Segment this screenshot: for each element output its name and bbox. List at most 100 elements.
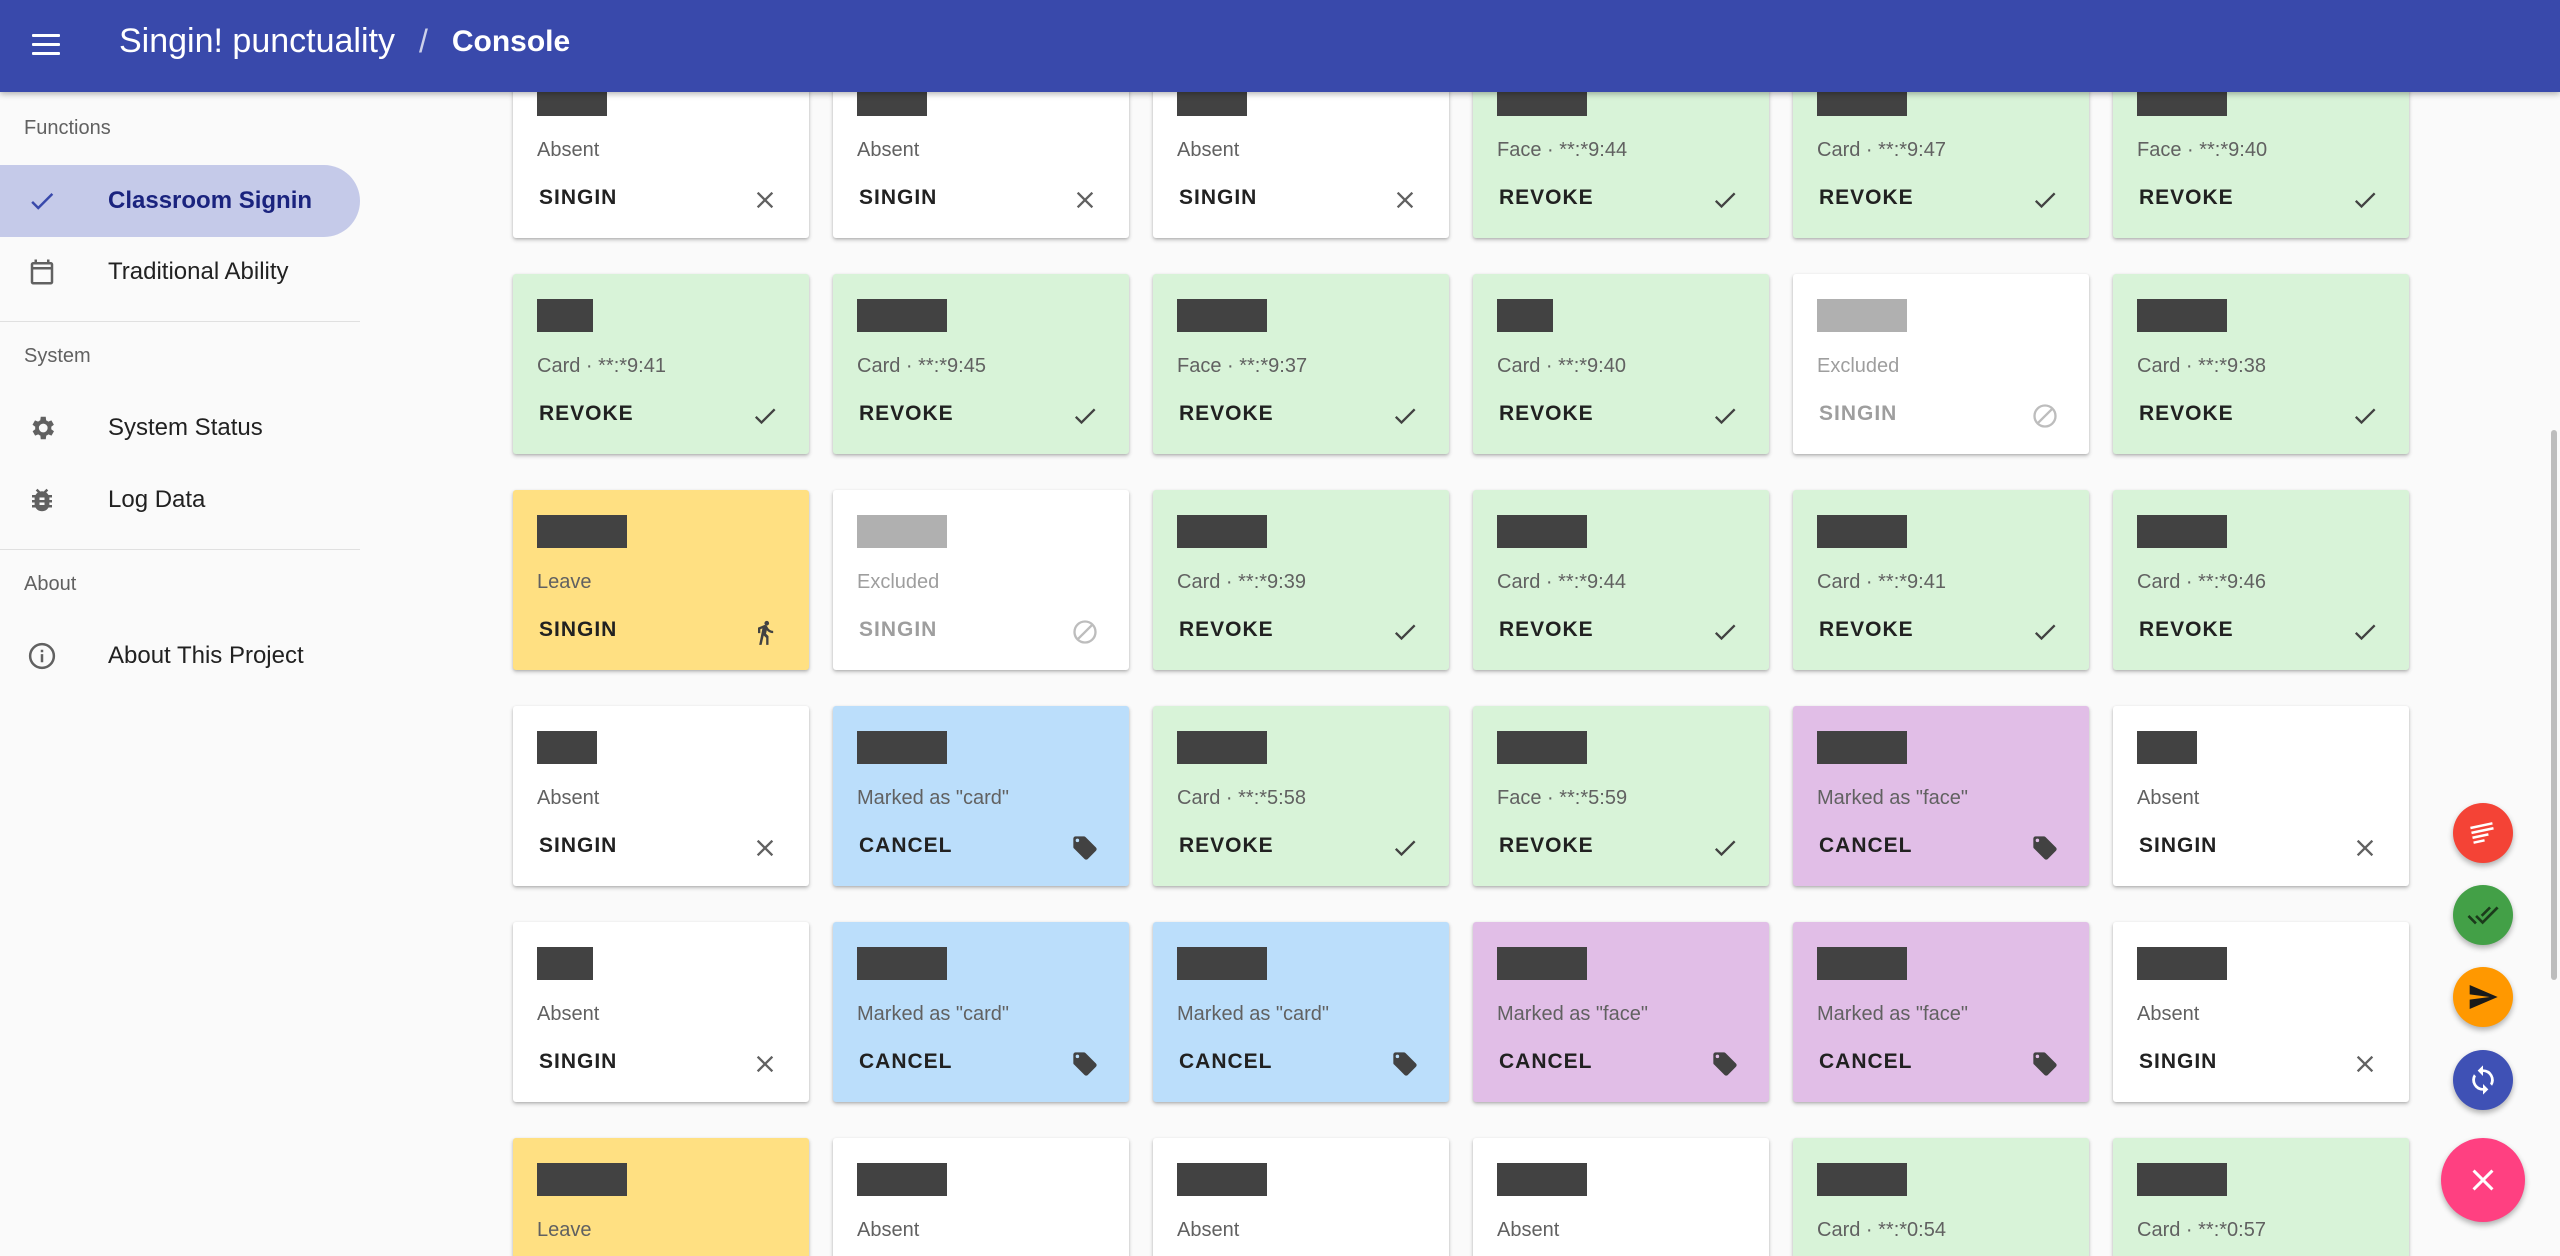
card-status: Absent — [2137, 1003, 2200, 1025]
cancel-button[interactable]: CANCEL — [1499, 1050, 1593, 1073]
student-card: Absent SINGIN — [1153, 92, 1449, 238]
card-status: Excluded — [857, 571, 940, 593]
student-card-grid: Absent SINGIN Absent SINGIN Absent SINGIN Face… — [0, 92, 2560, 1256]
card-status: Marked as "face" — [1817, 787, 1968, 809]
card-status: Marked as "card" — [1177, 1003, 1330, 1025]
app-title[interactable]: Singin! punctuality — [119, 22, 395, 60]
redacted-name — [537, 299, 593, 332]
section-title-about: About — [24, 573, 77, 595]
bug-icon — [27, 485, 57, 515]
cancel-button[interactable]: CANCEL — [1179, 1050, 1273, 1073]
redacted-name — [857, 299, 947, 332]
section-title-system: System — [24, 345, 91, 367]
cancel-button[interactable]: CANCEL — [1819, 834, 1913, 857]
revoke-button[interactable]: REVOKE — [1819, 618, 1914, 641]
revoke-button[interactable]: REVOKE — [1499, 402, 1594, 425]
redacted-name — [1817, 1163, 1907, 1196]
redacted-name — [1497, 299, 1553, 332]
revoke-button[interactable]: REVOKE — [2139, 618, 2234, 641]
revoke-button[interactable]: REVOKE — [1819, 186, 1914, 209]
card-status: Card · **:*9:44 — [1497, 571, 1626, 593]
send-icon — [2467, 981, 2499, 1013]
singin-button[interactable]: SINGIN — [539, 186, 618, 209]
tag-icon — [1391, 1050, 1419, 1078]
close-icon — [751, 186, 779, 214]
card-status: Absent — [1497, 1219, 1560, 1241]
student-card: Absent SINGIN — [833, 92, 1129, 238]
revoke-button[interactable]: REVOKE — [1179, 618, 1274, 641]
card-status: Card · **:*0:57 — [2137, 1219, 2266, 1241]
student-card: Card · **:*9:41 REVOKE — [1793, 490, 2089, 670]
mark-all-fab[interactable] — [2453, 885, 2513, 945]
redacted-name — [2137, 731, 2197, 764]
sidebar-item-system-status[interactable]: System Status — [0, 392, 360, 464]
cancel-button[interactable]: CANCEL — [859, 834, 953, 857]
student-card: Card · **:*0:54REVOKE — [1793, 1138, 2089, 1256]
revoke-button[interactable]: REVOKE — [1499, 618, 1594, 641]
card-status: Absent — [537, 1003, 600, 1025]
revoke-button[interactable]: REVOKE — [539, 402, 634, 425]
sidebar-item-log-data[interactable]: Log Data — [0, 464, 360, 536]
sync-fab[interactable] — [2453, 1050, 2513, 1110]
cancel-button[interactable]: CANCEL — [859, 1050, 953, 1073]
sidebar-item-classroom-signin[interactable]: Classroom Signin — [0, 165, 360, 237]
card-status: Absent — [857, 139, 920, 161]
menu-icon[interactable] — [30, 30, 64, 60]
redacted-name — [1817, 299, 1907, 332]
singin-button[interactable]: SINGIN — [539, 618, 618, 641]
revoke-button[interactable]: REVOKE — [859, 402, 954, 425]
check-icon — [1071, 402, 1099, 430]
student-card: Absent SINGIN — [2113, 922, 2409, 1102]
student-card: Card · **:*9:40 REVOKE — [1473, 274, 1769, 454]
singin-button[interactable]: SINGIN — [2139, 834, 2218, 857]
singin-button[interactable]: SINGIN — [539, 834, 618, 857]
singin-button[interactable]: SINGIN — [539, 1050, 618, 1073]
card-status: Card · **:*9:39 — [1177, 571, 1306, 593]
revoke-button[interactable]: REVOKE — [2139, 186, 2234, 209]
notes-fab[interactable] — [2453, 803, 2513, 863]
student-card: Absent SINGIN — [513, 922, 809, 1102]
redacted-name — [2137, 1163, 2227, 1196]
info-icon — [27, 641, 57, 671]
revoke-button[interactable]: REVOKE — [1499, 834, 1594, 857]
card-status: Marked as "face" — [1817, 1003, 1968, 1025]
redacted-name — [1497, 947, 1587, 980]
student-card: Face · **:*9:37 REVOKE — [1153, 274, 1449, 454]
singin-button[interactable]: SINGIN — [2139, 1050, 2218, 1073]
notes-icon — [2468, 818, 2498, 848]
student-card: Absent SINGIN — [2113, 706, 2409, 886]
check-icon — [1711, 618, 1739, 646]
singin-button[interactable]: SINGIN — [1179, 186, 1258, 209]
divider — [0, 549, 360, 550]
sync-icon — [2467, 1064, 2499, 1096]
sidebar-item-traditional-ability[interactable]: Traditional Ability — [0, 236, 360, 308]
student-card: Card · **:*9:39 REVOKE — [1153, 490, 1449, 670]
card-status: Face · **:*9:37 — [1177, 355, 1308, 377]
send-fab[interactable] — [2453, 967, 2513, 1027]
redacted-name — [1177, 515, 1267, 548]
breadcrumb-separator: / — [418, 23, 428, 59]
card-status: Card · **:*9:40 — [1497, 355, 1626, 377]
check-icon — [1391, 834, 1419, 862]
revoke-button[interactable]: REVOKE — [2139, 402, 2234, 425]
revoke-button[interactable]: REVOKE — [1179, 834, 1274, 857]
sidebar-item-about[interactable]: About This Project — [0, 620, 360, 692]
redacted-name — [537, 731, 597, 764]
singin-button[interactable]: SINGIN — [859, 186, 938, 209]
card-status: Face · **:*9:44 — [1497, 139, 1628, 161]
revoke-button[interactable]: REVOKE — [1499, 186, 1594, 209]
card-status: Card · **:*9:38 — [2137, 355, 2266, 377]
check-icon — [751, 402, 779, 430]
revoke-button[interactable]: REVOKE — [1179, 402, 1274, 425]
student-card: Card · **:*0:57REVOKE — [2113, 1138, 2409, 1256]
redacted-name — [1497, 1163, 1587, 1196]
close-fab[interactable] — [2441, 1138, 2525, 1222]
student-card: Card · **:*9:46 REVOKE — [2113, 490, 2409, 670]
redacted-name — [2137, 515, 2227, 548]
cancel-button[interactable]: CANCEL — [1819, 1050, 1913, 1073]
block-icon — [1071, 618, 1099, 646]
divider — [0, 321, 360, 322]
scrollbar[interactable] — [2551, 430, 2557, 980]
app-bar: Singin! punctuality / Console — [0, 0, 2560, 92]
card-status: Absent — [537, 139, 600, 161]
